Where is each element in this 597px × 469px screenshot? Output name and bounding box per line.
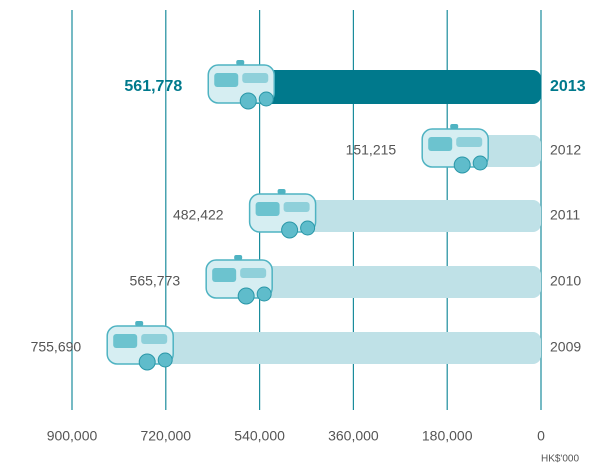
y-tick-label: 2009 <box>550 339 581 355</box>
bus-window <box>214 73 239 87</box>
bus-light <box>135 321 144 326</box>
bus-window <box>240 268 267 278</box>
bus-wheel <box>472 155 488 171</box>
bus-icon <box>207 60 276 110</box>
value-label: 151,215 <box>346 142 397 158</box>
bus-light <box>450 124 459 129</box>
bus-window <box>283 202 310 212</box>
bus-light <box>236 60 245 65</box>
y-tick-label: 2011 <box>550 207 580 223</box>
bus-light <box>234 255 243 260</box>
bus-wheel <box>138 353 156 371</box>
bus-window <box>428 137 453 151</box>
bus-light <box>277 189 286 194</box>
bus-window <box>113 334 138 348</box>
x-tick-label: 540,000 <box>234 428 285 444</box>
bar <box>246 266 541 298</box>
y-tick-label: 2012 <box>550 142 581 158</box>
bus-window <box>456 137 483 147</box>
bar <box>147 332 541 364</box>
bar <box>248 70 542 104</box>
bus-wheel <box>258 91 274 107</box>
x-tick-label: 900,000 <box>47 428 98 444</box>
value-label: 565,773 <box>130 273 181 289</box>
unit-label: HK$'000 <box>541 454 579 465</box>
x-tick-label: 0 <box>537 428 545 444</box>
x-tick-label: 180,000 <box>422 428 473 444</box>
y-tick-label: 2010 <box>550 273 581 289</box>
y-tick-label: 2013 <box>550 78 586 95</box>
bus-wheel <box>281 221 299 239</box>
bus-wheel <box>239 92 257 110</box>
value-label: 755,690 <box>31 339 82 355</box>
bus-window <box>141 334 168 344</box>
value-label: 561,778 <box>124 78 182 95</box>
bus-icon <box>421 124 489 174</box>
bus-icon <box>248 189 317 239</box>
bus-wheel <box>300 220 316 236</box>
bus-wheel <box>237 287 255 305</box>
bus-window <box>212 268 237 282</box>
x-tick-label: 720,000 <box>140 428 191 444</box>
bus-wheel <box>157 352 173 368</box>
x-tick-label: 360,000 <box>328 428 379 444</box>
bus-icon <box>106 321 174 371</box>
bus-wheel <box>453 156 471 174</box>
bus-wheel <box>256 286 272 302</box>
value-label: 482,422 <box>173 207 224 223</box>
bar <box>289 200 541 232</box>
bus-window <box>242 73 269 83</box>
bus-icon <box>205 255 273 305</box>
bus-window <box>255 202 280 216</box>
